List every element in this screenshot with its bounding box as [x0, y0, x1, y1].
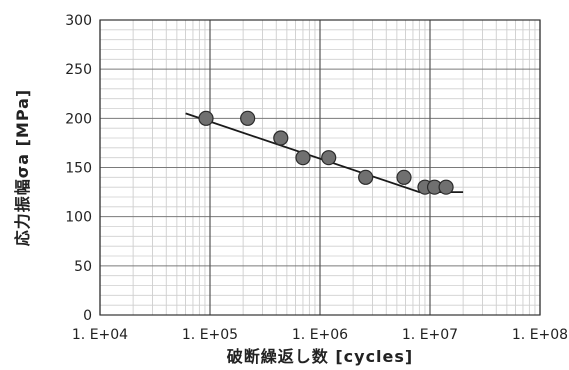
data-point	[273, 130, 289, 146]
y-tick-label: 100	[65, 210, 92, 226]
y-tick-label: 250	[65, 62, 92, 78]
plot-area-frame	[99, 19, 541, 316]
x-tick-label: 1. E+06	[292, 327, 348, 343]
y-tick-label: 200	[65, 111, 92, 127]
data-point	[438, 179, 454, 195]
y-tick-label: 50	[74, 259, 92, 275]
data-point	[295, 150, 311, 166]
data-point	[396, 169, 412, 185]
data-point	[198, 110, 214, 126]
y-tick-labels: 0 50 100 150 200 250 300	[65, 13, 92, 324]
x-tick-labels: 1. E+04 1. E+05 1. E+06 1. E+07 1. E+08	[72, 327, 568, 343]
x-axis-title: 破断繰返し数 [cycles]	[227, 347, 413, 366]
y-axis-title: 応力振幅σa [MPa]	[13, 89, 32, 246]
grid	[99, 19, 541, 316]
x-tick-label: 1. E+04	[72, 327, 128, 343]
y-tick-label: 150	[65, 161, 92, 177]
data-series	[185, 110, 464, 195]
y-tick-label: 300	[65, 13, 92, 29]
data-point	[358, 169, 374, 185]
y-tick-label: 0	[83, 308, 92, 324]
data-point	[321, 150, 337, 166]
x-tick-label: 1. E+07	[402, 327, 458, 343]
x-tick-label: 1. E+05	[182, 327, 238, 343]
data-point	[240, 110, 256, 126]
x-tick-label: 1. E+08	[512, 327, 568, 343]
